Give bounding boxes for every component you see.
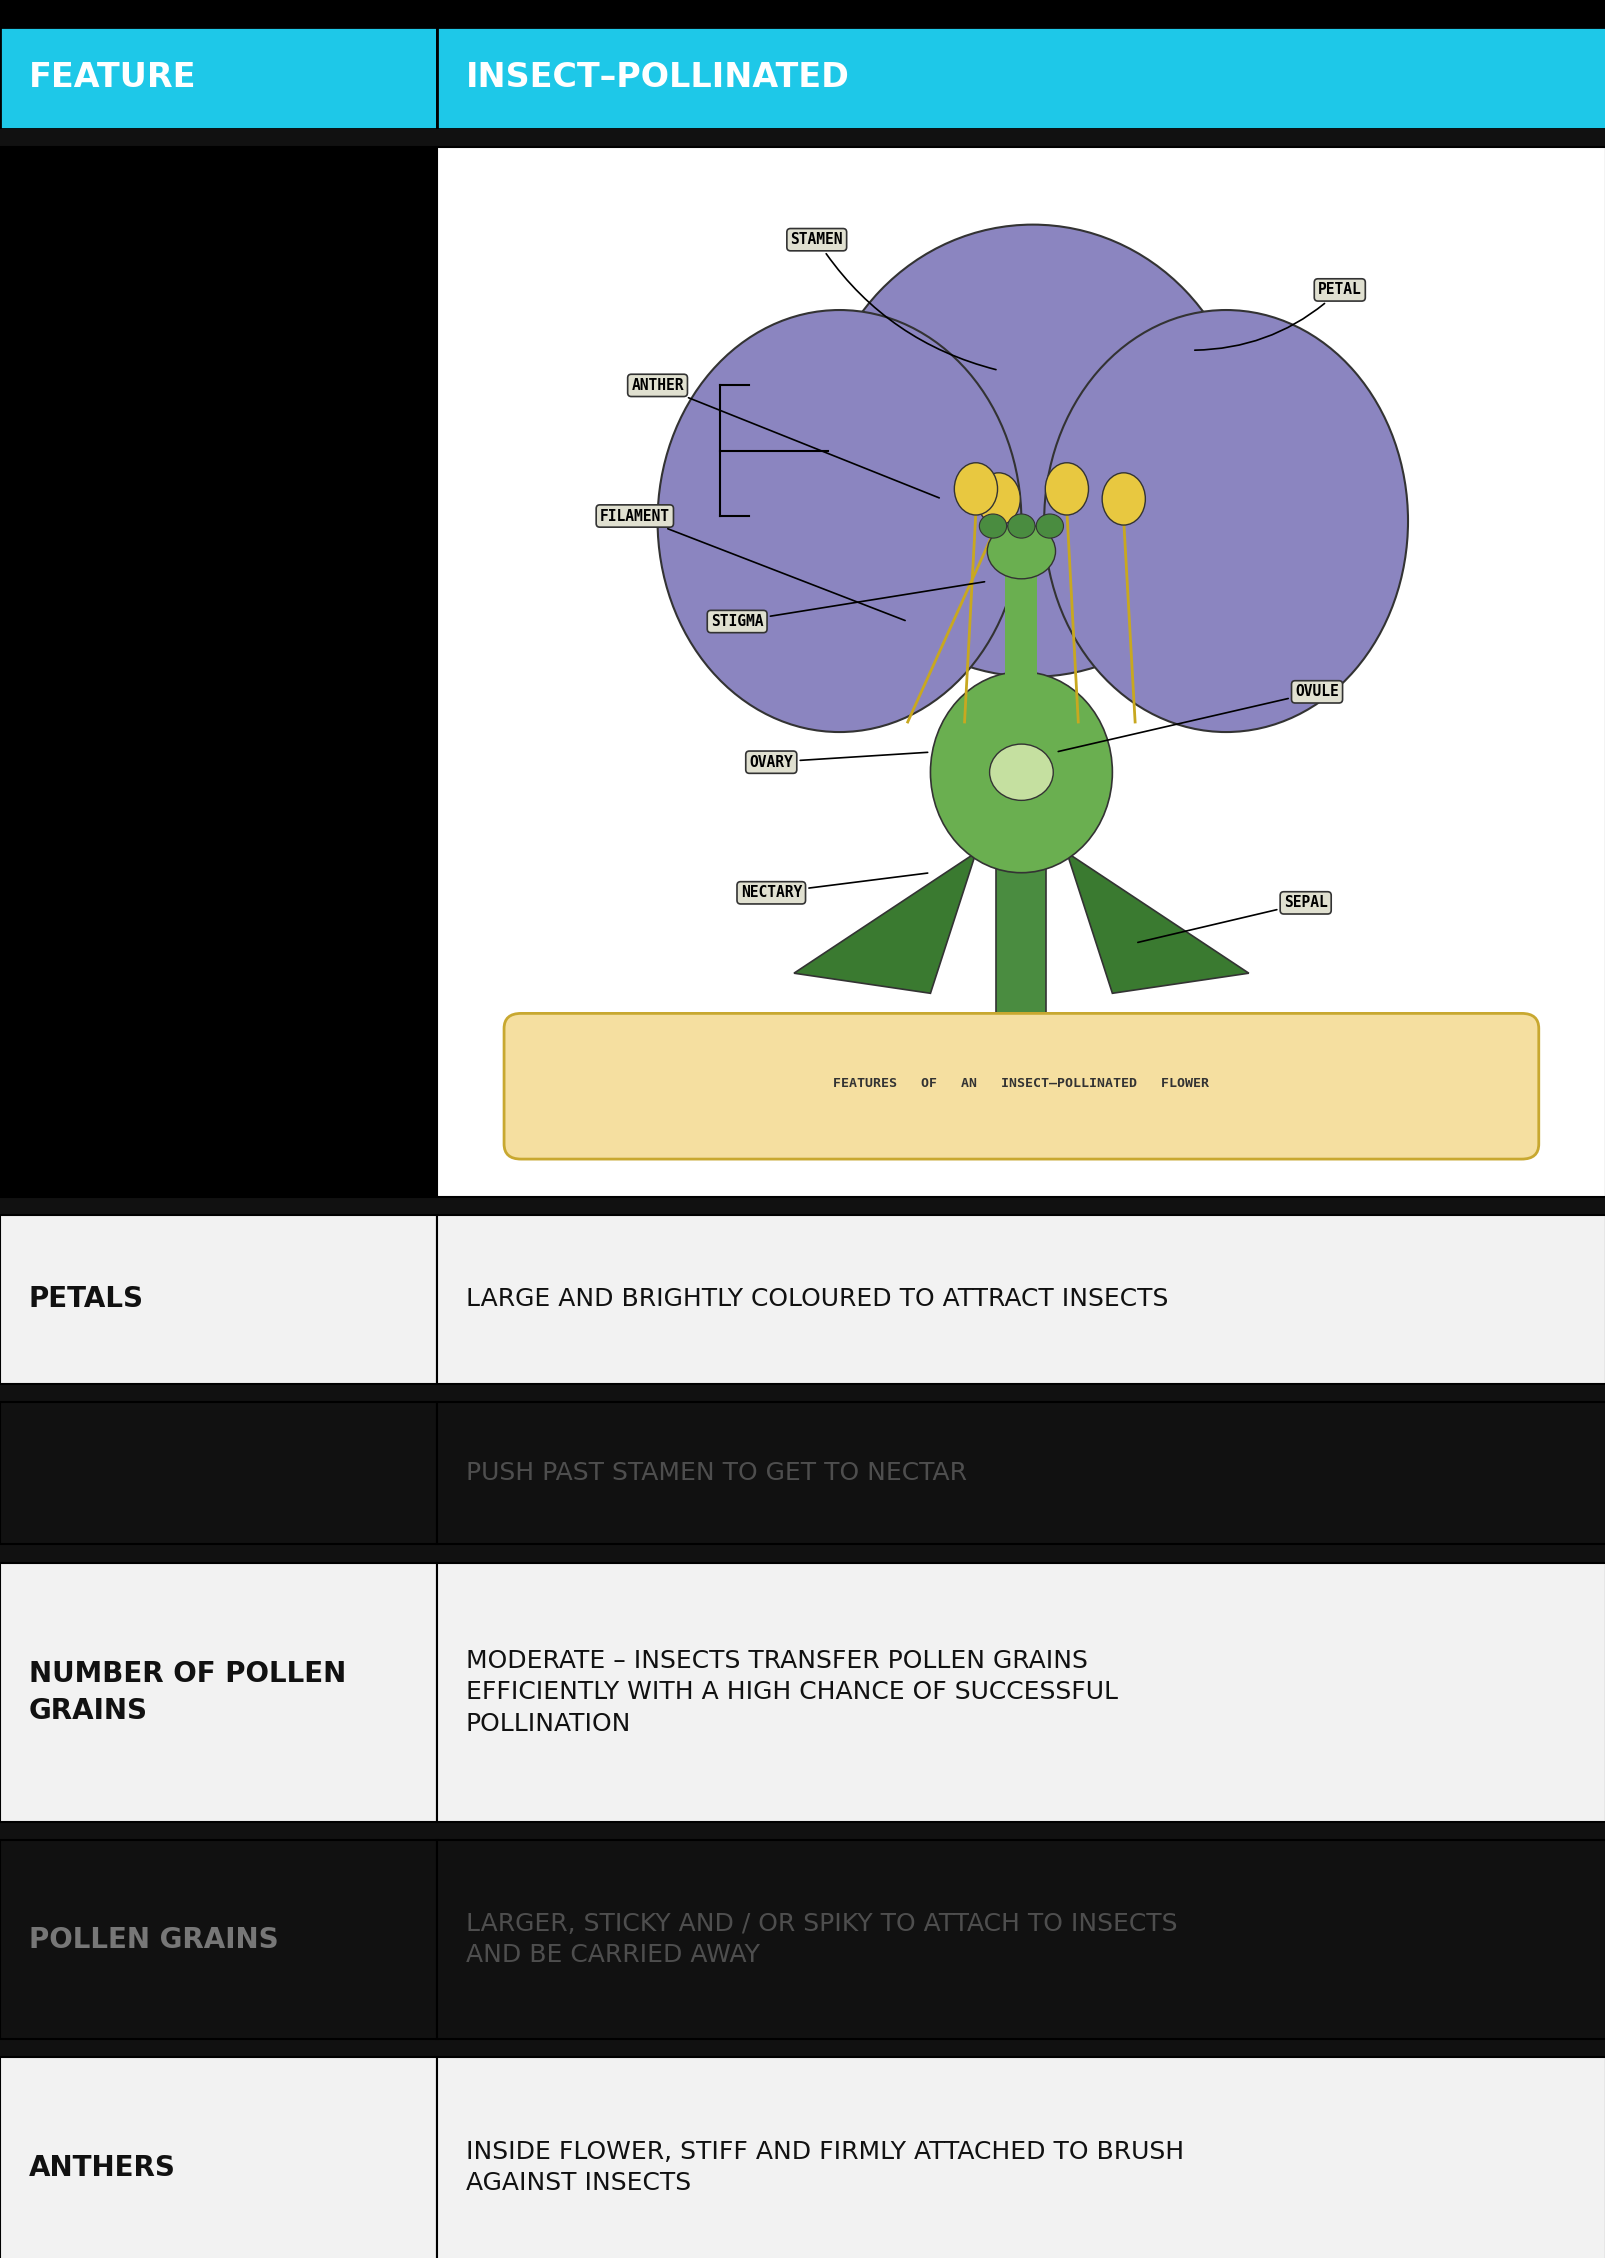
Text: STIGMA: STIGMA — [711, 583, 984, 630]
Ellipse shape — [1043, 309, 1408, 732]
Circle shape — [979, 515, 1006, 537]
Text: STAMEN: STAMEN — [790, 233, 995, 370]
FancyBboxPatch shape — [0, 27, 437, 129]
Text: PETALS: PETALS — [29, 1285, 144, 1314]
Text: LARGER, STICKY AND / OR SPIKY TO ATTACH TO INSECTS
AND BE CARRIED AWAY: LARGER, STICKY AND / OR SPIKY TO ATTACH … — [465, 1913, 1176, 1967]
FancyBboxPatch shape — [995, 723, 1046, 1043]
Ellipse shape — [1045, 463, 1088, 515]
FancyBboxPatch shape — [0, 1384, 1605, 1402]
Ellipse shape — [1101, 472, 1144, 526]
Text: SEPAL: SEPAL — [1136, 896, 1327, 942]
Text: OVULE: OVULE — [1058, 684, 1339, 752]
Text: POLLEN GRAINS: POLLEN GRAINS — [29, 1926, 278, 1953]
FancyBboxPatch shape — [0, 1840, 437, 2039]
Ellipse shape — [929, 673, 1112, 874]
FancyBboxPatch shape — [1005, 571, 1037, 691]
Text: FEATURE: FEATURE — [29, 61, 196, 95]
FancyBboxPatch shape — [0, 1402, 437, 1544]
FancyBboxPatch shape — [437, 27, 1605, 129]
Text: MODERATE – INSECTS TRANSFER POLLEN GRAINS
EFFICIENTLY WITH A HIGH CHANCE OF SUCC: MODERATE – INSECTS TRANSFER POLLEN GRAIN… — [465, 1648, 1117, 1736]
Text: INSIDE FLOWER, STIFF AND FIRMLY ATTACHED TO BRUSH
AGAINST INSECTS: INSIDE FLOWER, STIFF AND FIRMLY ATTACHED… — [465, 2141, 1183, 2195]
Text: FILAMENT: FILAMENT — [599, 508, 905, 621]
FancyBboxPatch shape — [437, 1215, 1605, 1384]
FancyBboxPatch shape — [0, 147, 437, 1197]
Text: LARGE AND BRIGHTLY COLOURED TO ATTRACT INSECTS: LARGE AND BRIGHTLY COLOURED TO ATTRACT I… — [465, 1287, 1167, 1312]
FancyBboxPatch shape — [0, 1215, 437, 1384]
Ellipse shape — [976, 472, 1019, 526]
FancyBboxPatch shape — [0, 1544, 1605, 1563]
FancyBboxPatch shape — [504, 1014, 1538, 1158]
FancyBboxPatch shape — [437, 1563, 1605, 1822]
Text: PETAL: PETAL — [1194, 282, 1361, 350]
Ellipse shape — [817, 224, 1249, 677]
FancyBboxPatch shape — [0, 2057, 437, 2258]
Text: INSECT–POLLINATED: INSECT–POLLINATED — [465, 61, 849, 95]
Text: OVARY: OVARY — [750, 752, 928, 770]
Polygon shape — [1066, 854, 1249, 994]
FancyBboxPatch shape — [0, 1822, 1605, 1840]
Circle shape — [989, 745, 1053, 799]
FancyBboxPatch shape — [0, 1563, 437, 1822]
Ellipse shape — [953, 463, 997, 515]
Text: ANTHER: ANTHER — [631, 377, 939, 499]
FancyBboxPatch shape — [437, 1840, 1605, 2039]
Polygon shape — [793, 854, 976, 994]
FancyBboxPatch shape — [437, 1402, 1605, 1544]
FancyBboxPatch shape — [437, 147, 1605, 1197]
Circle shape — [1008, 515, 1034, 537]
FancyBboxPatch shape — [437, 2057, 1605, 2258]
Text: NECTARY: NECTARY — [740, 874, 928, 901]
FancyBboxPatch shape — [0, 0, 1605, 27]
Text: PUSH PAST STAMEN TO GET TO NECTAR: PUSH PAST STAMEN TO GET TO NECTAR — [465, 1461, 966, 1486]
Circle shape — [1035, 515, 1063, 537]
FancyBboxPatch shape — [0, 1197, 1605, 1215]
Text: FEATURES   OF   AN   INSECT–POLLINATED   FLOWER: FEATURES OF AN INSECT–POLLINATED FLOWER — [833, 1077, 1209, 1091]
Text: NUMBER OF POLLEN
GRAINS: NUMBER OF POLLEN GRAINS — [29, 1660, 347, 1725]
Ellipse shape — [987, 524, 1054, 578]
Ellipse shape — [656, 309, 1021, 732]
FancyBboxPatch shape — [0, 2039, 1605, 2057]
FancyBboxPatch shape — [0, 129, 1605, 147]
Text: ANTHERS: ANTHERS — [29, 2154, 175, 2181]
